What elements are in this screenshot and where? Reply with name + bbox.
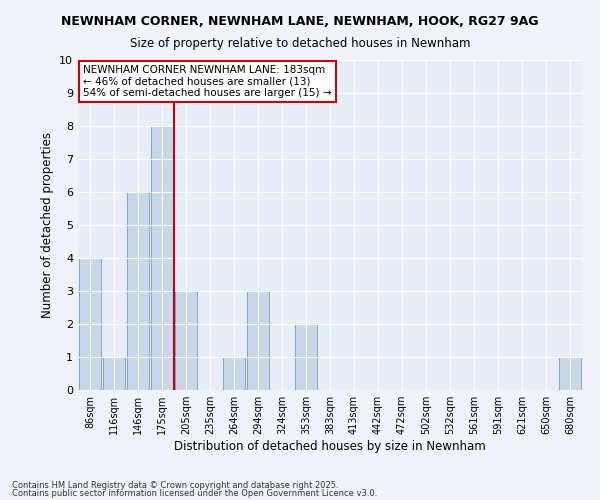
Bar — [79, 258, 101, 390]
Bar — [247, 291, 269, 390]
Text: Contains HM Land Registry data © Crown copyright and database right 2025.: Contains HM Land Registry data © Crown c… — [12, 480, 338, 490]
Bar — [103, 357, 125, 390]
Bar — [175, 291, 197, 390]
Text: Size of property relative to detached houses in Newnham: Size of property relative to detached ho… — [130, 38, 470, 51]
Bar — [127, 192, 149, 390]
Text: NEWNHAM CORNER, NEWNHAM LANE, NEWNHAM, HOOK, RG27 9AG: NEWNHAM CORNER, NEWNHAM LANE, NEWNHAM, H… — [61, 15, 539, 28]
Text: NEWNHAM CORNER NEWNHAM LANE: 183sqm
← 46% of detached houses are smaller (13)
54: NEWNHAM CORNER NEWNHAM LANE: 183sqm ← 46… — [83, 65, 332, 98]
X-axis label: Distribution of detached houses by size in Newnham: Distribution of detached houses by size … — [174, 440, 486, 453]
Text: Contains public sector information licensed under the Open Government Licence v3: Contains public sector information licen… — [12, 489, 377, 498]
Bar — [295, 324, 317, 390]
Bar — [151, 126, 173, 390]
Bar — [223, 357, 245, 390]
Bar — [559, 357, 581, 390]
Y-axis label: Number of detached properties: Number of detached properties — [41, 132, 53, 318]
